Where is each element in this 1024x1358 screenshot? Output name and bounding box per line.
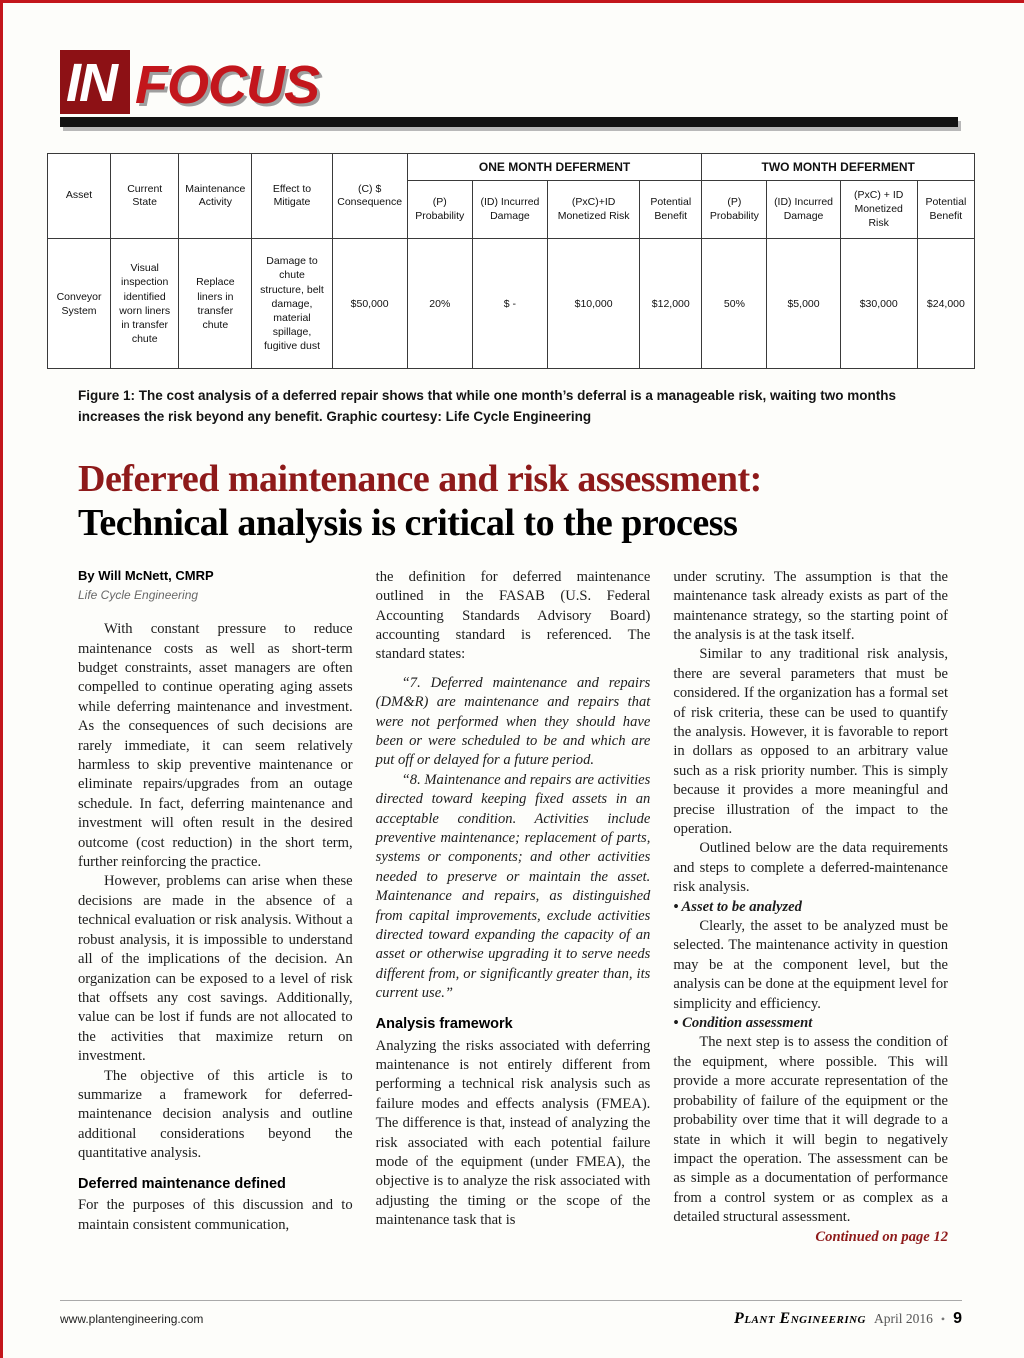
header-maintenance-activity: Maintenance Activity xyxy=(178,153,253,240)
cell-monetized-risk-1mo: $10,000 xyxy=(546,238,641,370)
footer-page-number: 9 xyxy=(953,1310,962,1327)
table-group-header-row: Asset Current State Maintenance Activity… xyxy=(46,153,975,240)
paragraph: Clearly, the asset to be analyzed must b… xyxy=(673,918,949,1012)
infocus-logo: IN FOCUS xyxy=(60,50,958,114)
bullet-condition-assessment: • Condition assessment xyxy=(673,1015,813,1032)
article-title-line2: Technical analysis is critical to the pr… xyxy=(78,502,738,545)
cell-consequence: $50,000 xyxy=(331,238,408,370)
paragraph: the definition for deferred maintenance … xyxy=(375,568,651,663)
header-incurred-damage-2mo: (ID) Incurred Damage xyxy=(766,180,841,240)
byline: By Will McNett, CMRP Life Cycle Engineer… xyxy=(78,568,353,603)
paragraph: Analyzing the risks associated with defe… xyxy=(375,1037,651,1229)
figure-caption: Figure 1: The cost analysis of a deferre… xyxy=(78,388,896,424)
quote-paragraph: “7. Deferred maintenance and repairs (DM… xyxy=(375,674,651,769)
masthead: IN FOCUS xyxy=(60,50,958,128)
cell-incurred-damage-2mo: $5,000 xyxy=(766,238,841,370)
table-row: Conveyor System Visual inspection identi… xyxy=(46,238,976,370)
table-column-header-row: (P) Probability (ID) Incurred Damage (Px… xyxy=(48,180,976,240)
footer-date: April 2016 xyxy=(874,1311,933,1326)
column-2: the definition for deferred maintenance … xyxy=(376,568,651,1247)
byline-author: By Will McNett, CMRP xyxy=(78,567,214,583)
cell-asset: Conveyor System xyxy=(46,238,112,370)
paragraph: The objective of this article is to summ… xyxy=(78,1067,353,1162)
column-1: By Will McNett, CMRP Life Cycle Engineer… xyxy=(78,568,353,1247)
header-probability-1mo: (P) Probability xyxy=(406,180,473,240)
red-trim-top xyxy=(0,0,1024,3)
paragraph: For the purposes of this discussion and … xyxy=(78,1197,353,1233)
column-3: under scrutiny. The assumption is that t… xyxy=(673,568,948,1247)
article: Deferred maintenance and risk assessment… xyxy=(0,457,1024,1247)
paragraph: With constant pressure to reduce mainten… xyxy=(78,621,353,871)
header-potential-benefit-2mo: Potential Benefit xyxy=(916,180,976,240)
header-potential-benefit-1mo: Potential Benefit xyxy=(639,180,703,240)
continued-note: Continued on page 12 xyxy=(815,1228,949,1245)
infocus-logo-in: IN xyxy=(60,50,130,115)
header-current-state: Current State xyxy=(110,153,180,240)
article-title: Deferred maintenance and risk assessment… xyxy=(78,457,954,546)
article-columns: By Will McNett, CMRP Life Cycle Engineer… xyxy=(78,568,948,1247)
header-consequence: (C) $ Consequence xyxy=(331,153,408,240)
paragraph: under scrutiny. The assumption is that t… xyxy=(673,568,949,643)
header-monetized-risk-1mo: (PxC)+ID Monetized Risk xyxy=(546,180,641,240)
paragraph: Similar to any traditional risk analysis… xyxy=(673,646,949,837)
header-probability-2mo: (P) Probability xyxy=(701,180,768,240)
header-two-month-deferment: TWO MONTH DEFERMENT xyxy=(701,153,975,182)
cell-monetized-risk-2mo: $30,000 xyxy=(839,238,918,370)
footer-url: www.plantengineering.com xyxy=(60,1312,204,1326)
header-effect-to-mitigate: Effect to Mitigate xyxy=(251,153,333,240)
page-footer: www.plantengineering.com Plant Engineeri… xyxy=(60,1300,962,1328)
quote-paragraph: “8. Maintenance and repairs are activiti… xyxy=(375,771,651,1002)
red-trim-left xyxy=(0,0,3,1358)
paragraph: The next step is to assess the condition… xyxy=(673,1034,949,1226)
footer-right-group: Plant Engineering April 2016 • 9 xyxy=(734,1310,962,1328)
header-one-month-deferment: ONE MONTH DEFERMENT xyxy=(406,153,703,182)
footer-separator-dot: • xyxy=(940,1312,946,1326)
masthead-rule xyxy=(60,117,958,128)
section-heading-analysis-framework: Analysis framework xyxy=(375,1015,513,1032)
bullet-asset-to-be-analyzed: • Asset to be analyzed xyxy=(673,898,802,915)
paragraph: Outlined below are the data requirements… xyxy=(673,840,949,896)
infocus-logo-focus: FOCUS xyxy=(135,55,320,115)
header-monetized-risk-2mo: (PxC) + ID Monetized Risk xyxy=(839,180,918,240)
section-heading-deferred-maintenance-defined: Deferred maintenance defined xyxy=(78,1175,286,1192)
byline-organization: Life Cycle Engineering xyxy=(78,587,199,602)
header-incurred-damage-1mo: (ID) Incurred Damage xyxy=(471,180,549,240)
cost-analysis-table: Asset Current State Maintenance Activity… xyxy=(46,153,976,370)
cell-maintenance-activity: Replace liners in transfer chute xyxy=(178,238,253,370)
cell-incurred-damage-1mo: $ - xyxy=(471,238,549,370)
header-asset: Asset xyxy=(46,153,112,240)
cell-probability-1mo: 20% xyxy=(406,238,473,370)
article-title-line1: Deferred maintenance and risk assessment… xyxy=(78,457,762,500)
cell-potential-benefit-2mo: $24,000 xyxy=(916,238,976,370)
cell-potential-benefit-1mo: $12,000 xyxy=(639,238,703,370)
cell-current-state: Visual inspection identified worn liners… xyxy=(110,238,180,370)
cell-effect-to-mitigate: Damage to chute structure, belt damage, … xyxy=(251,238,333,370)
figure-1: Asset Current State Maintenance Activity… xyxy=(46,153,976,370)
paragraph: However, problems can arise when these d… xyxy=(78,873,353,1065)
cell-probability-2mo: 50% xyxy=(701,238,768,370)
footer-magazine-name: Plant Engineering xyxy=(734,1310,867,1327)
